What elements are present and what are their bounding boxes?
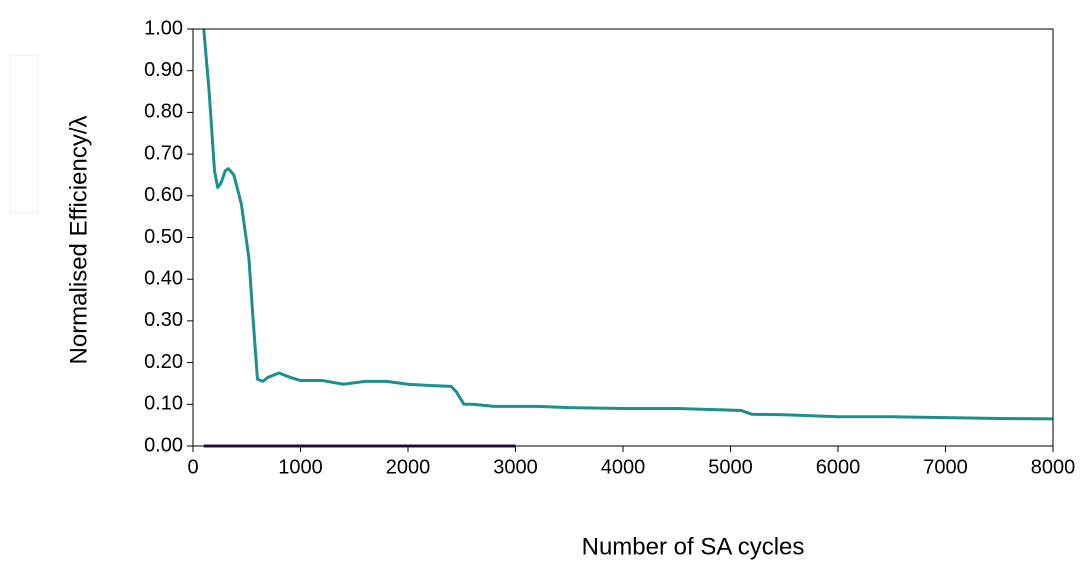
x-tick-label: 1000	[278, 456, 323, 478]
x-tick-label: 0	[187, 456, 198, 478]
x-tick-label: 3000	[493, 456, 538, 478]
y-tick-label: 0.00	[144, 434, 183, 456]
y-tick-label: 0.20	[144, 351, 183, 373]
y-tick-label: 0.10	[144, 393, 183, 415]
x-tick-label: 8000	[1031, 456, 1076, 478]
x-tick-label: 4000	[601, 456, 646, 478]
y-tick-label: 0.80	[144, 101, 183, 123]
series-line	[202, 28, 1054, 421]
plot-frame	[192, 28, 1054, 447]
x-tick-label: 7000	[923, 456, 968, 478]
y-axis-label: Normalised Efficiency/λ	[65, 116, 92, 365]
x-tick-label: 6000	[816, 456, 861, 478]
y-tick-label: 0.60	[144, 184, 183, 206]
y-tick-label: 0.30	[144, 309, 183, 331]
x-tick-label: 5000	[708, 456, 753, 478]
y-tick-label: 1.00	[144, 17, 183, 39]
x-tick-label: 2000	[386, 456, 431, 478]
y-tick-label: 0.90	[144, 59, 183, 81]
y-tick-label: 0.40	[144, 267, 183, 289]
y-tick-label: 0.70	[144, 142, 183, 164]
y-tick-label: 0.50	[144, 226, 183, 248]
legend-box	[9, 54, 39, 214]
x-axis-label: Number of SA cycles	[582, 533, 805, 560]
